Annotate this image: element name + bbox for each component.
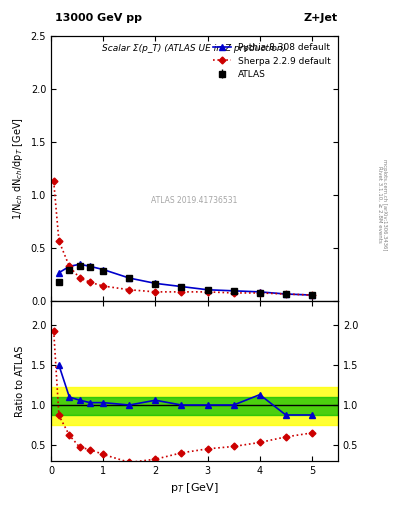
Y-axis label: Ratio to ATLAS: Ratio to ATLAS bbox=[15, 346, 25, 417]
Text: Rivet 3.1.10, ≥ 2.8M events: Rivet 3.1.10, ≥ 2.8M events bbox=[377, 166, 382, 243]
Pythia 8.308 default bbox=[179, 284, 184, 290]
Pythia 8.308 default bbox=[257, 289, 262, 295]
Text: Z+Jet: Z+Jet bbox=[304, 13, 338, 23]
Pythia 8.308 default bbox=[283, 291, 288, 297]
Pythia 8.308 default bbox=[127, 275, 132, 281]
Sherpa 2.2.9 default bbox=[127, 287, 132, 293]
Sherpa 2.2.9 default bbox=[88, 279, 93, 285]
Line: Sherpa 2.2.9 default: Sherpa 2.2.9 default bbox=[51, 179, 314, 297]
Sherpa 2.2.9 default bbox=[205, 289, 210, 295]
Line: Pythia 8.308 default: Pythia 8.308 default bbox=[56, 262, 315, 298]
Sherpa 2.2.9 default bbox=[283, 291, 288, 297]
Pythia 8.308 default bbox=[88, 263, 93, 269]
Sherpa 2.2.9 default bbox=[179, 289, 184, 295]
Pythia 8.308 default bbox=[101, 266, 106, 272]
Pythia 8.308 default bbox=[77, 261, 82, 267]
Text: ATLAS 2019.41736531: ATLAS 2019.41736531 bbox=[151, 196, 238, 205]
Pythia 8.308 default bbox=[310, 292, 314, 298]
Pythia 8.308 default bbox=[153, 280, 158, 286]
Sherpa 2.2.9 default bbox=[257, 290, 262, 296]
Sherpa 2.2.9 default bbox=[231, 290, 236, 296]
Sherpa 2.2.9 default bbox=[51, 178, 56, 184]
Pythia 8.308 default bbox=[67, 263, 72, 269]
Y-axis label: 1/N$_{ch}$ dN$_{ch}$/dp$_T$ [GeV]: 1/N$_{ch}$ dN$_{ch}$/dp$_T$ [GeV] bbox=[11, 117, 25, 220]
Sherpa 2.2.9 default bbox=[153, 289, 158, 295]
Text: mcplots.cern.ch [arXiv:1306.3436]: mcplots.cern.ch [arXiv:1306.3436] bbox=[382, 159, 387, 250]
Text: 13000 GeV pp: 13000 GeV pp bbox=[55, 13, 142, 23]
Sherpa 2.2.9 default bbox=[57, 238, 61, 244]
Sherpa 2.2.9 default bbox=[101, 283, 106, 289]
Pythia 8.308 default bbox=[231, 288, 236, 294]
X-axis label: p$_T$ [GeV]: p$_T$ [GeV] bbox=[170, 481, 219, 495]
Sherpa 2.2.9 default bbox=[77, 275, 82, 281]
Text: Scalar Σ(p_T) (ATLAS UE in Z production): Scalar Σ(p_T) (ATLAS UE in Z production) bbox=[103, 44, 286, 53]
Pythia 8.308 default bbox=[57, 270, 61, 276]
Legend: Pythia 8.308 default, Sherpa 2.2.9 default, ATLAS: Pythia 8.308 default, Sherpa 2.2.9 defau… bbox=[210, 40, 334, 82]
Pythia 8.308 default bbox=[205, 287, 210, 293]
Sherpa 2.2.9 default bbox=[67, 263, 72, 269]
Sherpa 2.2.9 default bbox=[310, 292, 314, 298]
